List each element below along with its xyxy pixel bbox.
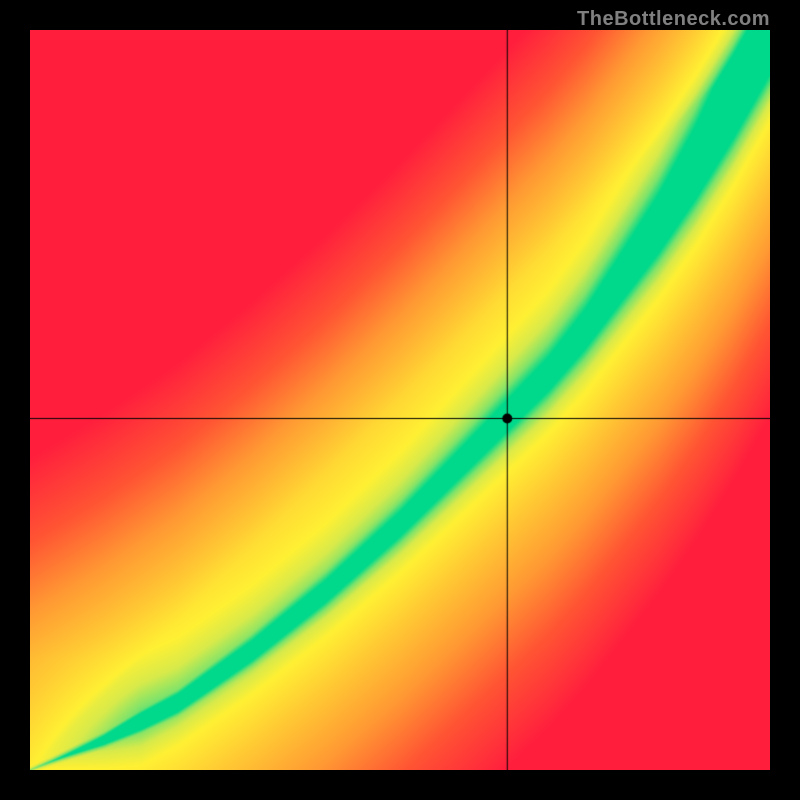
heatmap-canvas — [30, 30, 770, 770]
plot-area — [30, 30, 770, 770]
bottleneck-chart: TheBottleneck.com — [0, 0, 800, 800]
watermark-text: TheBottleneck.com — [577, 8, 770, 31]
